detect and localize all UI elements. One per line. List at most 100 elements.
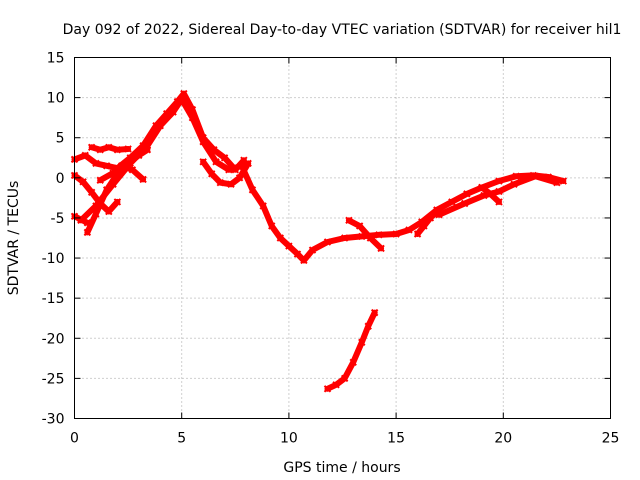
data-point [220, 154, 229, 162]
data-point [113, 198, 122, 206]
data-point [208, 170, 216, 178]
x-axis-label: GPS time / hours [283, 460, 400, 476]
data-point [124, 145, 132, 153]
data-point [92, 210, 100, 218]
data-point [210, 146, 218, 154]
data-point [109, 169, 117, 177]
x-tick-label: 0 [70, 431, 79, 447]
data-point [173, 97, 182, 106]
data-point [332, 381, 340, 389]
data-point [216, 178, 224, 187]
data-point [79, 178, 87, 186]
data-point [375, 231, 383, 239]
data-point [135, 151, 143, 160]
data-point [96, 199, 104, 208]
data-point [276, 234, 285, 242]
data-point [188, 105, 197, 114]
series-rise-spur-trace [414, 208, 440, 237]
data-point [235, 174, 244, 182]
data-point [405, 226, 413, 234]
data-point [377, 244, 385, 253]
data-point [231, 166, 240, 174]
data-point [87, 188, 96, 196]
data-point [81, 151, 89, 160]
data-point [300, 256, 308, 265]
data-point [463, 190, 471, 198]
y-tick-label: 0 [56, 171, 65, 187]
data-point [345, 216, 353, 225]
data-point [308, 246, 317, 254]
data-point [180, 89, 188, 98]
data-point [105, 207, 113, 216]
data-point [559, 177, 568, 185]
data-point [248, 186, 257, 194]
data-point [512, 172, 520, 180]
data-point [162, 109, 171, 118]
data-point [495, 187, 503, 196]
data-point [87, 143, 96, 152]
data-point [128, 166, 137, 174]
data-point [366, 234, 375, 242]
data-point [461, 199, 469, 208]
data-point [349, 358, 357, 367]
y-tick-label: -25 [42, 371, 65, 387]
data-point [413, 230, 422, 238]
series-outlier-trace [324, 309, 378, 392]
data-point [364, 322, 372, 330]
data-point [102, 186, 111, 194]
series-night-recovery-trace [345, 217, 385, 252]
data-point [83, 219, 92, 227]
x-tick-label: 25 [602, 431, 620, 447]
x-tick-label: 5 [177, 431, 186, 447]
data-point [102, 162, 111, 170]
series-layer [70, 89, 568, 393]
data-point [92, 159, 100, 168]
data-point [510, 180, 518, 188]
data-point [285, 242, 293, 250]
data-point [152, 121, 160, 130]
data-point [426, 214, 435, 222]
data-point [435, 211, 443, 219]
data-point [392, 230, 400, 238]
data-point [358, 338, 366, 346]
data-point [212, 158, 220, 166]
data-point [495, 177, 503, 185]
y-axis-label: SDTVAR / TECUs [6, 181, 22, 296]
data-point [323, 385, 332, 393]
y-tick-label: 5 [56, 131, 65, 147]
data-point [139, 175, 147, 184]
data-point [143, 146, 152, 154]
data-point [448, 198, 456, 206]
data-point [293, 250, 302, 258]
data-point [227, 180, 235, 188]
y-tick-label: 15 [47, 51, 65, 67]
x-tick-label: 20 [494, 431, 512, 447]
y-tick-label: -15 [42, 291, 65, 307]
data-point [478, 183, 486, 192]
y-tick-label: 10 [47, 91, 65, 107]
data-point [340, 234, 349, 242]
data-point [96, 176, 104, 184]
plot-frame [74, 57, 611, 419]
data-point [117, 162, 126, 170]
y-tick-label: -30 [42, 412, 65, 428]
data-point [83, 228, 92, 237]
data-point [531, 172, 540, 180]
ticks: 0 5 10 15 20 25 -30 -25 -20 -15 -10 -5 0 5 10 15 [42, 51, 620, 447]
data-point [96, 146, 104, 154]
data-point [323, 238, 332, 246]
data-point [199, 134, 207, 142]
data-point [340, 374, 349, 383]
data-point [553, 178, 561, 187]
y-tick-label: -5 [51, 211, 65, 227]
y-tick-label: -10 [42, 251, 65, 267]
data-point [420, 222, 428, 230]
data-point [370, 308, 379, 317]
data-point [199, 158, 207, 166]
data-point [495, 198, 503, 206]
data-point [105, 143, 113, 152]
data-point [268, 222, 276, 230]
y-tick-label: -20 [42, 331, 65, 347]
